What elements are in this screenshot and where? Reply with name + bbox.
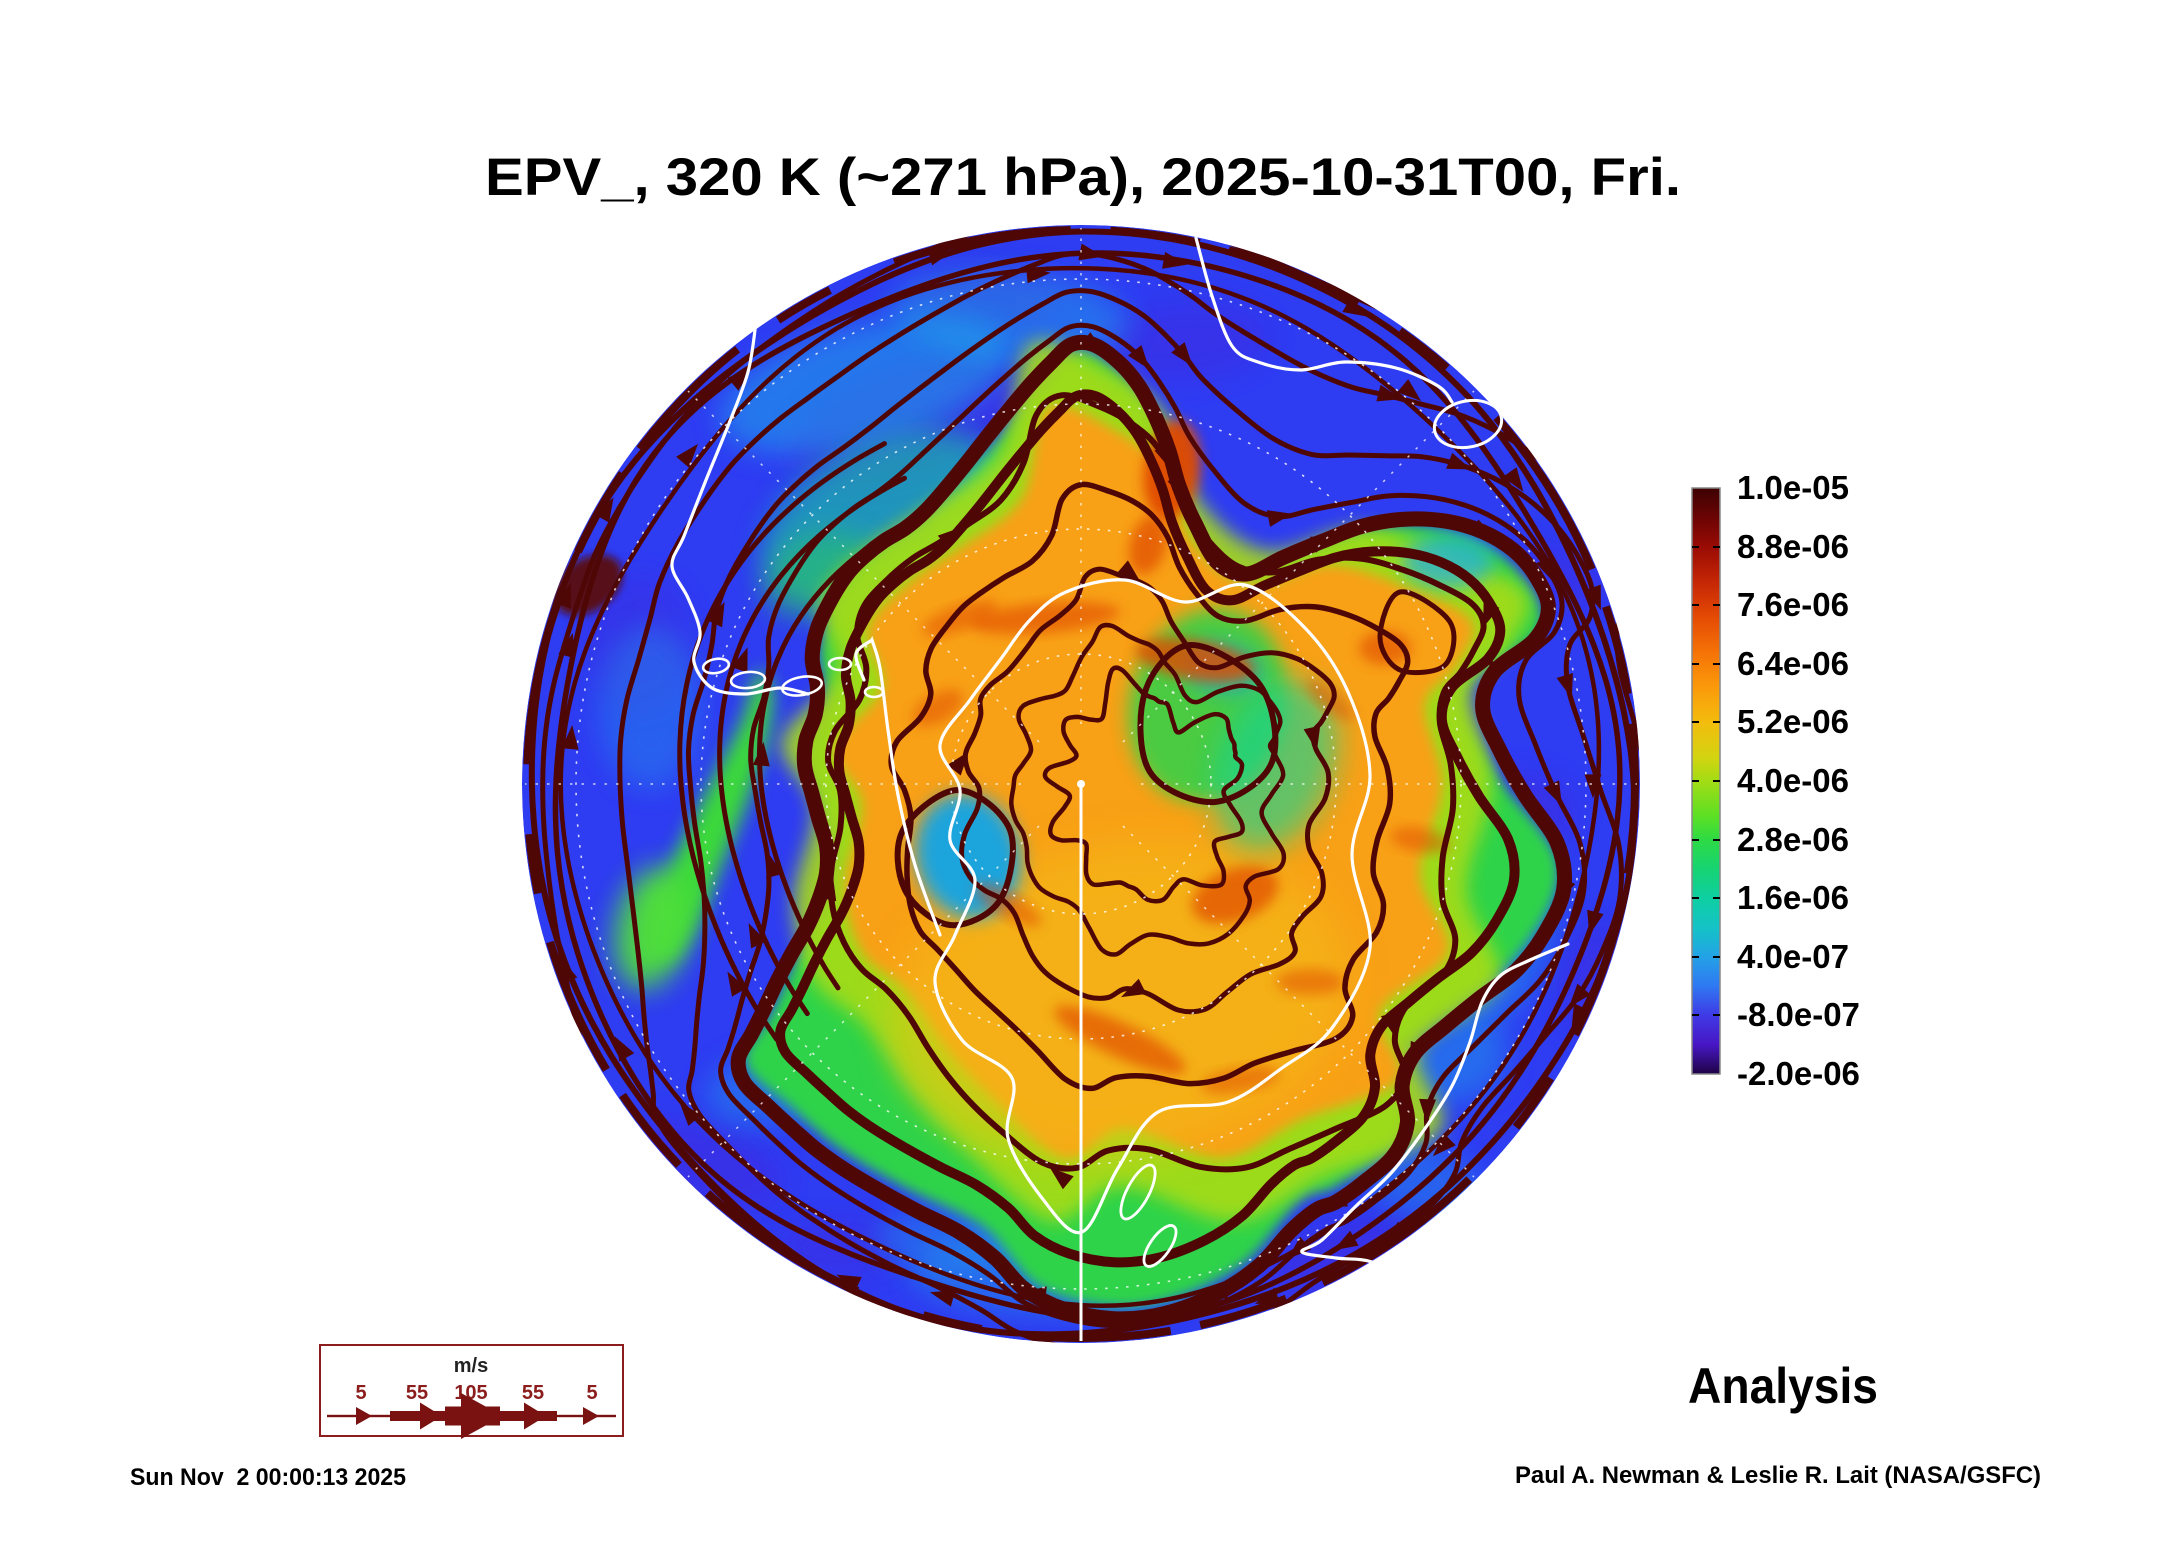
svg-text:Analysis: Analysis	[1688, 1358, 1878, 1414]
svg-text:-8.0e-07: -8.0e-07	[1737, 996, 1860, 1033]
svg-text:55: 55	[406, 1382, 428, 1404]
svg-text:2.8e-06: 2.8e-06	[1737, 821, 1849, 858]
svg-text:55: 55	[522, 1382, 544, 1404]
svg-text:-2.0e-06: -2.0e-06	[1737, 1055, 1860, 1092]
svg-text:5: 5	[355, 1382, 366, 1404]
svg-text:7.6e-06: 7.6e-06	[1737, 586, 1849, 623]
svg-text:EPV_, 320 K (~271 hPa), 2025-1: EPV_, 320 K (~271 hPa), 2025-10-31T00, F…	[485, 148, 1681, 207]
svg-text:5.2e-06: 5.2e-06	[1737, 703, 1849, 740]
svg-text:Paul A. Newman & Leslie R. Lai: Paul A. Newman & Leslie R. Lait (NASA/GS…	[1515, 1462, 2041, 1489]
svg-text:Sun Nov 2 00:00:13 2025: Sun Nov 2 00:00:13 2025	[130, 1464, 406, 1491]
svg-text:1.6e-06: 1.6e-06	[1737, 879, 1849, 916]
svg-text:1.0e-05: 1.0e-05	[1737, 469, 1849, 506]
svg-text:8.8e-06: 8.8e-06	[1737, 528, 1849, 565]
svg-text:4.0e-07: 4.0e-07	[1737, 938, 1849, 975]
svg-text:6.4e-06: 6.4e-06	[1737, 645, 1849, 682]
svg-text:m/s: m/s	[454, 1355, 488, 1377]
svg-text:4.0e-06: 4.0e-06	[1737, 762, 1849, 799]
svg-text:5: 5	[586, 1382, 597, 1404]
